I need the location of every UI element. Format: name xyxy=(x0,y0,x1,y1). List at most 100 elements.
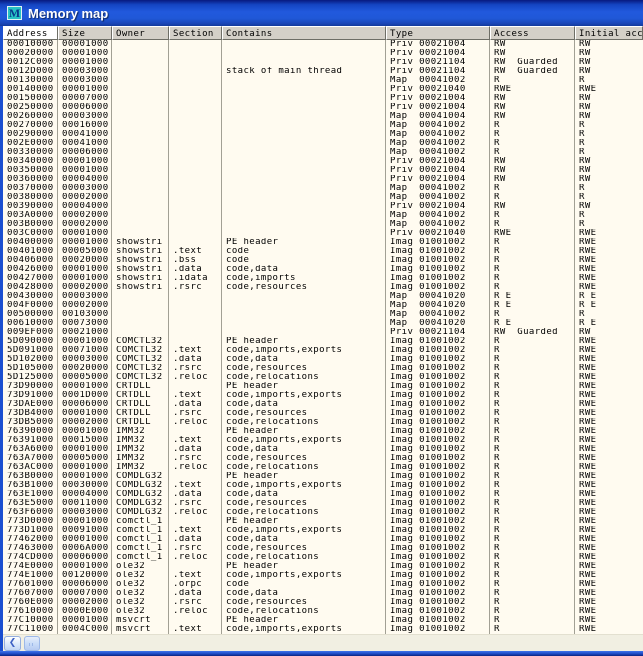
cell-type: Priv 00021004 xyxy=(390,157,466,166)
cell-address: 5D091000 xyxy=(7,346,54,355)
table-row[interactable]: 00140000 00001000 Priv 00021040 RWE RWE xyxy=(3,85,643,94)
cell-section: .reloc xyxy=(173,418,208,427)
cell-owner xyxy=(112,202,169,211)
cell-type: Priv 00021104 xyxy=(390,328,466,337)
table-row[interactable]: 00401000 00005000 showstri .text code Imag 01… xyxy=(3,247,643,256)
table-row[interactable]: 5D091000 00071000 COMCTL32 .text code,import… xyxy=(3,346,643,355)
titlebar[interactable]: M Memory map xyxy=(0,0,643,26)
table-row[interactable]: 73DB5000 00002000 CRTDLL .reloc code,relocat… xyxy=(3,418,643,427)
table-row[interactable]: 763F6000 00003000 COMDLG32 .reloc code,reloc… xyxy=(3,508,643,517)
table-row[interactable]: 763A7000 00005000 IMM32 .rsrc code,resources… xyxy=(3,454,643,463)
table-row[interactable]: 77601000 00006000 ole32 .orpc code Imag 01001… xyxy=(3,580,643,589)
table-row[interactable]: 773D1000 00091000 comctl_1 .text code,import… xyxy=(3,526,643,535)
column-header-contains[interactable]: Contains xyxy=(222,26,386,40)
table-row[interactable]: 5D105000 00020000 COMCTL32 .rsrc code,resour… xyxy=(3,364,643,373)
table-row[interactable]: 00150000 00007000 Priv 00021004 RW RW xyxy=(3,94,643,103)
table-row[interactable]: 76391000 00015000 IMM32 .text code,imports,e… xyxy=(3,436,643,445)
table-row[interactable]: 00350000 00001000 Priv 00021004 RW RW xyxy=(3,166,643,175)
table-row[interactable]: 00130000 00003000 Map 00041002 R R xyxy=(3,76,643,85)
table-row[interactable]: 5D102000 00003000 COMCTL32 .data code,data Im… xyxy=(3,355,643,364)
table-row[interactable]: 7760E000 00002000 ole32 .rsrc code,resources… xyxy=(3,598,643,607)
table-row[interactable]: 00380000 00002000 Map 00041002 R R xyxy=(3,193,643,202)
cell-address: 00130000 xyxy=(7,76,54,85)
table-row[interactable]: 763A6000 00001000 IMM32 .data code,data Imag … xyxy=(3,445,643,454)
column-header-address[interactable]: Address xyxy=(3,26,58,40)
table-row[interactable]: 003A0000 00002000 Map 00041002 R R xyxy=(3,211,643,220)
scroll-left-button[interactable]: ❮ xyxy=(4,636,21,651)
cell-access: R xyxy=(494,337,500,346)
table-row[interactable]: 00340000 00001000 Priv 00021004 RW RW xyxy=(3,157,643,166)
cell-initial_access: RWE xyxy=(579,526,597,535)
cell-type: Priv 00021040 xyxy=(390,85,466,94)
column-header-access[interactable]: Access xyxy=(490,26,575,40)
cell-type: Imag 01001002 xyxy=(390,346,466,355)
table-row[interactable]: 00360000 00004000 Priv 00021004 RW RW xyxy=(3,175,643,184)
table-row[interactable]: 00260000 00003000 Map 00041004 RW RW xyxy=(3,112,643,121)
cell-owner: IMM32 xyxy=(116,427,146,436)
table-row[interactable]: 003C0000 00001000 Priv 00021040 RWE RWE xyxy=(3,229,643,238)
table-row[interactable]: 00390000 00004000 Priv 00021004 RW RW xyxy=(3,202,643,211)
table-row[interactable]: 00430000 00003000 Map 00041020 R E R E xyxy=(3,292,643,301)
table-row[interactable]: 763AC000 00001000 IMM32 .reloc code,relocati… xyxy=(3,463,643,472)
table-row[interactable]: 77463000 0006A000 comctl_1 .rsrc code,resour… xyxy=(3,544,643,553)
table-row[interactable]: 00406000 00020000 showstri .bss code Imag 010… xyxy=(3,256,643,265)
column-header-size[interactable]: Size xyxy=(58,26,112,40)
column-header-type[interactable]: Type xyxy=(386,26,490,40)
table-row[interactable]: 774CD000 00006000 comctl_1 .reloc code,reloc… xyxy=(3,553,643,562)
table-row[interactable]: 00290000 00041000 Map 00041002 R R xyxy=(3,130,643,139)
cell-contains: PE header xyxy=(226,337,279,346)
cell-section: .data xyxy=(173,265,203,274)
table-row[interactable]: 00020000 00001000 Priv 00021004 RW RW xyxy=(3,49,643,58)
cell-initial_access: RWE xyxy=(579,337,597,346)
table-row[interactable]: 004F0000 00002000 Map 00041020 R E R E xyxy=(3,301,643,310)
table-row[interactable]: 77462000 00001000 comctl_1 .data code,data Im… xyxy=(3,535,643,544)
table-row[interactable]: 00010000 00001000 Priv 00021004 RW RW xyxy=(3,40,643,49)
table-row[interactable]: 002E0000 00041000 Map 00041002 R R xyxy=(3,139,643,148)
table-row[interactable]: 76390000 00001000 IMM32 PE header Imag 01001… xyxy=(3,427,643,436)
table-row[interactable]: 77610000 0000E000 ole32 .reloc code,relocati… xyxy=(3,607,643,616)
table-row[interactable]: 763E1000 00004000 COMDLG32 .data code,data Im… xyxy=(3,490,643,499)
cell-initial_access: RWE xyxy=(579,553,597,562)
column-header-section[interactable]: Section xyxy=(169,26,222,40)
table-row[interactable]: 003B0000 00002000 Map 00041002 R R xyxy=(3,220,643,229)
table-row[interactable]: 73D91000 0001D000 CRTDLL .text code,imports,… xyxy=(3,391,643,400)
table-row[interactable]: 00610000 00073000 Map 00041020 R E R E xyxy=(3,319,643,328)
cell-address: 00340000 xyxy=(7,157,54,166)
table-row[interactable]: 773D0000 00001000 comctl_1 PE header Imag 01… xyxy=(3,517,643,526)
table-row[interactable]: 5D090000 00001000 COMCTL32 PE header Imag 01… xyxy=(3,337,643,346)
table-row[interactable]: 00426000 00001000 showstri .data code,data Im… xyxy=(3,265,643,274)
horizontal-scrollbar[interactable]: ❮ xyxy=(3,634,643,651)
table-row[interactable]: 77C10000 00001000 msvcrt PE header Imag 0100… xyxy=(3,616,643,625)
cell-type: Map 00041002 xyxy=(390,139,466,148)
column-header-initial_access[interactable]: Initial acc xyxy=(575,26,643,40)
table-row[interactable]: 0012C000 00001000 Priv 00021104 RW Guarded R… xyxy=(3,58,643,67)
table-row[interactable]: 763B1000 00030000 COMDLG32 .text code,import… xyxy=(3,481,643,490)
cell-address: 00430000 xyxy=(7,292,54,301)
table-row[interactable]: 774E1000 00120000 ole32 .text code,imports,e… xyxy=(3,571,643,580)
column-header-owner[interactable]: Owner xyxy=(112,26,169,40)
table-row[interactable]: 73DAE000 00006000 CRTDLL .data code,data Imag… xyxy=(3,400,643,409)
table-row[interactable]: 00500000 00103000 Map 00041002 R R xyxy=(3,310,643,319)
table-row[interactable]: 774E0000 00001000 ole32 PE header Imag 01001… xyxy=(3,562,643,571)
table-row[interactable]: 00270000 00016000 Map 00041002 R R xyxy=(3,121,643,130)
table-row[interactable]: 00330000 00006000 Map 00041002 R R xyxy=(3,148,643,157)
table-row[interactable]: 00428000 00002000 showstri .rsrc code,resour… xyxy=(3,283,643,292)
table-row[interactable]: 5D125000 00005000 COMCTL32 .reloc code,reloc… xyxy=(3,373,643,382)
cell-access: R xyxy=(494,409,500,418)
table-row[interactable]: 73DB4000 00001000 CRTDLL .rsrc code,resource… xyxy=(3,409,643,418)
cell-address: 73D90000 xyxy=(7,382,54,391)
table-row[interactable]: 00370000 00003000 Map 00041002 R R xyxy=(3,184,643,193)
scrollbar-thumb[interactable] xyxy=(24,636,40,651)
table-row[interactable]: 763B0000 00001000 COMDLG32 PE header Imag 01… xyxy=(3,472,643,481)
table-row[interactable]: 77607000 00007000 ole32 .data code,data Imag … xyxy=(3,589,643,598)
table-row[interactable]: 009EF000 00021000 Priv 00021104 RW Guarded R… xyxy=(3,328,643,337)
table-row[interactable]: 0012D000 00003000 stack of main thread Priv… xyxy=(3,67,643,76)
table-row[interactable]: 00250000 00006000 Priv 00021004 RW RW xyxy=(3,103,643,112)
table-row[interactable]: 00400000 00001000 showstri PE header Imag 01… xyxy=(3,238,643,247)
table-row[interactable]: 73D90000 00001000 CRTDLL PE header Imag 0100… xyxy=(3,382,643,391)
table-row[interactable]: 00427000 00001000 showstri .idata code,impor… xyxy=(3,274,643,283)
cell-owner: IMM32 xyxy=(116,454,146,463)
table-row[interactable]: 763E5000 00011000 COMDLG32 .rsrc code,resour… xyxy=(3,499,643,508)
table-row[interactable]: 77C11000 0004C000 msvcrt .text code,imports,… xyxy=(3,625,643,634)
cell-owner xyxy=(112,292,169,301)
